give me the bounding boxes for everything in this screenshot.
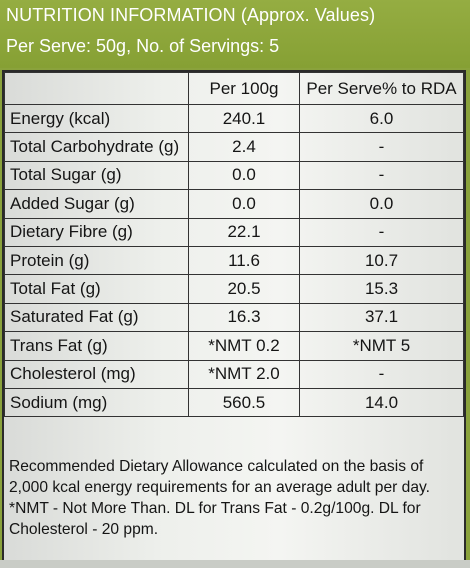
rda-value: 15.3 [299,274,464,304]
rda-value: 0.0 [299,189,464,219]
footnote-line: Recommended Dietary Allowance calculated… [9,458,424,475]
per-100g-value: *NMT 2.0 [188,359,300,389]
rda-value: 14.0 [299,387,464,418]
column-header-rda: Per Serve% to RDA [299,72,464,105]
rda-value: 6.0 [299,103,464,134]
table-row: Total Sugar (g) 0.0 - [4,160,464,191]
table-row: Sodium (mg) 560.5 14.0 [4,387,464,418]
table-row: Protein (g) 11.6 10.7 [4,245,464,276]
table-row: Total Carbohydrate (g) 2.4 - [4,132,464,162]
per-100g-value: *NMT 0.2 [188,331,300,361]
nutrient-name: Cholesterol (mg) [4,359,189,389]
table-header-row: Per 100g Per Serve% to RDA [4,72,464,105]
per-100g-value: 2.4 [188,132,300,162]
rda-value: 10.7 [299,245,464,276]
rda-value: *NMT 5 [299,331,464,361]
column-header-nutrient [4,72,189,105]
footnote-line: Cholesterol - 20 ppm. [9,521,159,538]
footnote-line: 2,000 kcal energy requirements for an av… [9,479,430,496]
label-title: NUTRITION INFORMATION (Approx. Values) [6,5,376,25]
table-row: Total Fat (g) 20.5 15.3 [4,274,464,304]
footnote-line: *NMT - Not More Than. DL for Trans Fat -… [9,500,421,517]
nutrient-name: Energy (kcal) [4,103,189,134]
per-100g-value: 11.6 [188,245,300,276]
per-100g-value: 560.5 [188,387,300,418]
per-100g-value: 0.0 [188,189,300,219]
rda-value: - [299,217,464,247]
nutrient-name: Total Carbohydrate (g) [4,132,189,162]
rda-footnote: Recommended Dietary Allowance calculated… [9,456,461,540]
bottom-edge [0,560,470,568]
nutrient-name: Added Sugar (g) [4,189,189,219]
nutrition-table: Per 100g Per Serve% to RDA Energy (kcal)… [4,72,464,418]
column-header-per-100g: Per 100g [188,72,300,105]
table-row: Dietary Fibre (g) 22.1 - [4,217,464,247]
per-100g-value: 22.1 [188,217,300,247]
rda-value: 37.1 [299,302,464,333]
per-100g-value: 240.1 [188,103,300,134]
nutrient-name: Saturated Fat (g) [4,302,189,333]
table-row: Trans Fat (g) *NMT 0.2 *NMT 5 [4,331,464,361]
serving-info: Per Serve: 50g, No. of Servings: 5 [6,36,280,56]
per-100g-value: 20.5 [188,274,300,304]
nutrient-name: Total Sugar (g) [4,160,189,191]
per-100g-value: 0.0 [188,160,300,191]
table-row: Saturated Fat (g) 16.3 37.1 [4,302,464,333]
table-row: Cholesterol (mg) *NMT 2.0 - [4,359,464,389]
label-header: NUTRITION INFORMATION (Approx. Values) P… [0,0,470,68]
rda-value: - [299,359,464,389]
table-row: Added Sugar (g) 0.0 0.0 [4,189,464,219]
nutrient-name: Protein (g) [4,245,189,276]
rda-value: - [299,132,464,162]
nutrient-name: Sodium (mg) [4,387,189,418]
rda-value: - [299,160,464,191]
nutrient-name: Trans Fat (g) [4,331,189,361]
nutrient-name: Total Fat (g) [4,274,189,304]
table-row: Energy (kcal) 240.1 6.0 [4,103,464,134]
nutrition-panel: Per 100g Per Serve% to RDA Energy (kcal)… [2,70,466,568]
nutrient-name: Dietary Fibre (g) [4,217,189,247]
per-100g-value: 16.3 [188,302,300,333]
